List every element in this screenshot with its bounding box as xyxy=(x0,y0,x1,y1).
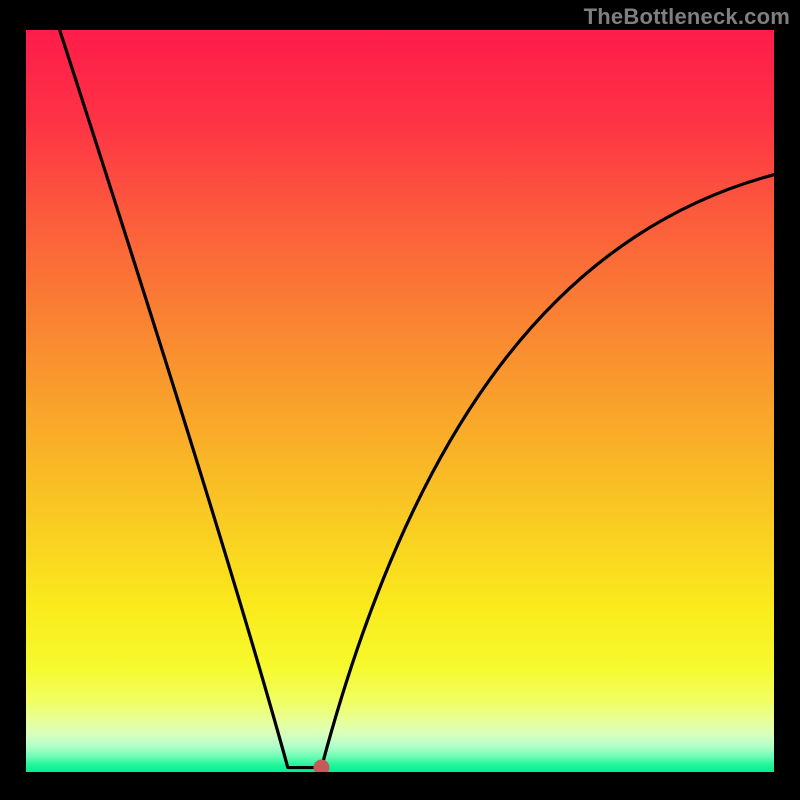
chart-root: TheBottleneck.com xyxy=(0,0,800,800)
bottleneck-curve-chart xyxy=(0,0,800,800)
watermark-text: TheBottleneck.com xyxy=(584,4,790,30)
